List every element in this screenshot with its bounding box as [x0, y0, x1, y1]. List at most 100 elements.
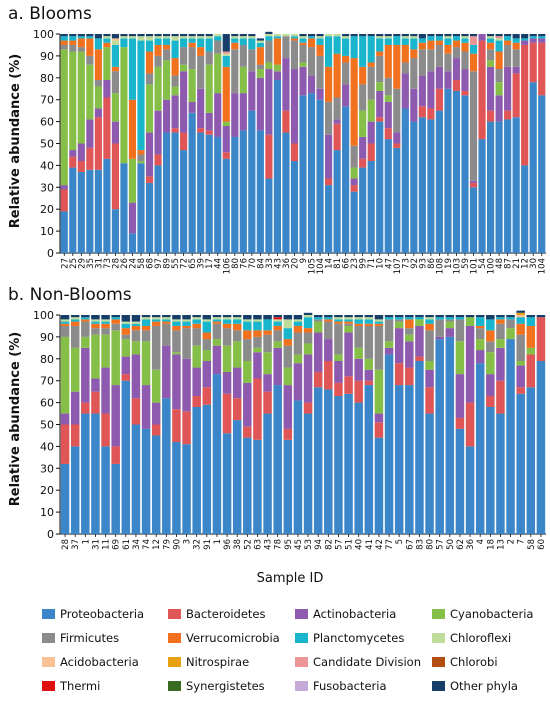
bar-segment-other-phyla: [162, 34, 171, 37]
bar-segment-proteobacteria: [154, 165, 162, 253]
bar-segment-cyanobacteria: [465, 317, 475, 326]
panel-a-blooms: a. Blooms Relative abundance (%) 0 10 20 30…: [8, 4, 548, 274]
bar-segment-chloroflexi: [290, 34, 299, 37]
panel-a-ylabel: Relative abundance (%): [8, 54, 23, 228]
bar-segment-actinobacteria: [103, 79, 111, 98]
bar-segment-actinobacteria: [111, 121, 120, 144]
bar-segment-other-phyla: [172, 315, 181, 320]
bar-segment-other-phyla: [444, 34, 452, 37]
bar-segment-proteobacteria: [393, 147, 401, 253]
bar-segment-planctomycetes: [445, 317, 455, 320]
bar-segment-other-phyla: [393, 34, 401, 37]
bar-segment-proteobacteria: [273, 79, 282, 254]
legend-label: Cyanobacteria: [450, 607, 533, 621]
x-tick-label: 5: [395, 539, 405, 544]
bar-segment-actinobacteria: [469, 180, 478, 183]
y-tick-label: 30: [40, 462, 54, 475]
y-tick-label: 10: [40, 506, 54, 519]
bar-segment-chloroflexi: [354, 317, 363, 320]
bar-segment-actinobacteria: [188, 101, 196, 113]
bar-segment-proteobacteria: [111, 209, 120, 253]
legend-swatch: [432, 633, 445, 643]
bar-segment-planctomycetes: [324, 36, 333, 67]
bar-segment-actinobacteria: [299, 66, 307, 96]
bar-segment-other-phyla: [401, 34, 409, 37]
bar-segment-planctomycetes: [334, 319, 343, 322]
bar-segment-bacteroidetes: [374, 422, 384, 438]
x-tick-label: 65: [188, 258, 198, 269]
bar-segment-proteobacteria: [427, 119, 435, 253]
x-tick-label: 62: [456, 539, 466, 550]
x-tick-label: 73: [103, 258, 113, 269]
bar-segment-cyanobacteria: [516, 360, 525, 366]
bar-segment-verrucomicrobia: [111, 319, 120, 324]
bar-segment-planctomycetes: [180, 38, 188, 48]
y-tick-label: 50: [40, 138, 54, 151]
bar-segment-bacteroidetes: [526, 354, 536, 388]
bar-segment-actinobacteria: [415, 325, 424, 357]
x-tick-label: 103: [452, 258, 462, 274]
bar-segment-proteobacteria: [239, 130, 247, 253]
x-tick-label: 3: [183, 539, 193, 544]
bar-segment-chloroflexi: [232, 317, 242, 320]
bar-segment-chloroflexi: [374, 319, 384, 322]
bar-segment-verrucomicrobia: [495, 51, 503, 70]
bar-segment-actinobacteria: [495, 95, 503, 122]
bar-segment-bacteroidetes: [263, 391, 272, 414]
bar-segment-cyanobacteria: [101, 334, 110, 368]
bar-segment-bacteroidetes: [70, 424, 80, 447]
bar-segment-chloroflexi: [172, 319, 181, 322]
bar-segment-firmicutes: [435, 44, 444, 67]
y-tick-label: 50: [40, 419, 54, 432]
bar-segment-bacteroidetes: [121, 374, 131, 381]
legend-label: Proteobacteria: [60, 607, 144, 621]
x-tick-label: 23: [350, 258, 360, 269]
x-tick-label: 108: [435, 258, 445, 274]
bar-segment-verrucomicrobia: [145, 51, 154, 74]
bar-segment-other-phyla: [324, 315, 333, 318]
x-tick-label: 51: [345, 539, 355, 550]
bar-segment-verrucomicrobia: [475, 325, 485, 329]
legend: Proteobacteria Bacteroidetes Actinobacteri…: [42, 607, 533, 693]
x-tick-label: 41: [365, 539, 375, 550]
bar-segment-proteobacteria: [478, 139, 486, 253]
bar-segment-firmicutes: [172, 330, 181, 353]
bar-segment-actinobacteria: [316, 88, 324, 100]
bar-segment-cyanobacteria: [475, 339, 485, 351]
bar-segment-other-phyla: [111, 315, 120, 318]
bar-segment-planctomycetes: [376, 38, 384, 52]
bar-segment-proteobacteria: [232, 420, 242, 534]
bar-segment-verrucomicrobia: [486, 330, 495, 342]
bar-segment-cyanobacteria: [60, 49, 68, 186]
bar-segment-verrucomicrobia: [410, 49, 418, 59]
bar-segment-firmicutes: [239, 44, 247, 67]
bar-segment-chloroflexi: [131, 321, 141, 324]
bar-segment-proteobacteria: [137, 163, 145, 253]
bar-segment-planctomycetes: [350, 36, 358, 59]
bar-segment-firmicutes: [290, 40, 299, 70]
bar-segment-other-phyla: [359, 34, 367, 37]
bar-segment-proteobacteria: [94, 169, 102, 253]
bar-segment-proteobacteria: [231, 136, 239, 253]
bar-segment-planctomycetes: [91, 321, 100, 324]
x-tick-label: 30: [529, 258, 539, 269]
x-tick-label: 52: [243, 539, 253, 550]
bar-segment-verrucomicrobia: [334, 321, 343, 324]
bar-segment-other-phyla: [316, 34, 324, 37]
bar-segment-firmicutes: [86, 55, 94, 65]
bar-segment-planctomycetes: [77, 36, 85, 39]
bar-segment-proteobacteria: [131, 424, 141, 534]
bar-segment-verrucomicrobia: [69, 40, 77, 45]
bar-segment-bacteroidetes: [172, 409, 181, 443]
bar-segment-actinobacteria: [197, 88, 205, 129]
bar-segment-chloroflexi: [180, 36, 188, 39]
panel-b-title: b. Non-Blooms: [8, 285, 132, 305]
bar-segment-other-phyla: [299, 34, 307, 37]
bar-segment-chloroflexi: [162, 36, 171, 39]
x-tick-label: 2: [507, 539, 517, 544]
bar-segment-other-phyla: [101, 315, 110, 320]
bar-segment-cyanobacteria: [81, 336, 90, 348]
bar-segment-other-phyla: [435, 315, 444, 318]
bar-segment-verrucomicrobia: [512, 42, 520, 50]
bar-segment-actinobacteria: [60, 413, 70, 425]
